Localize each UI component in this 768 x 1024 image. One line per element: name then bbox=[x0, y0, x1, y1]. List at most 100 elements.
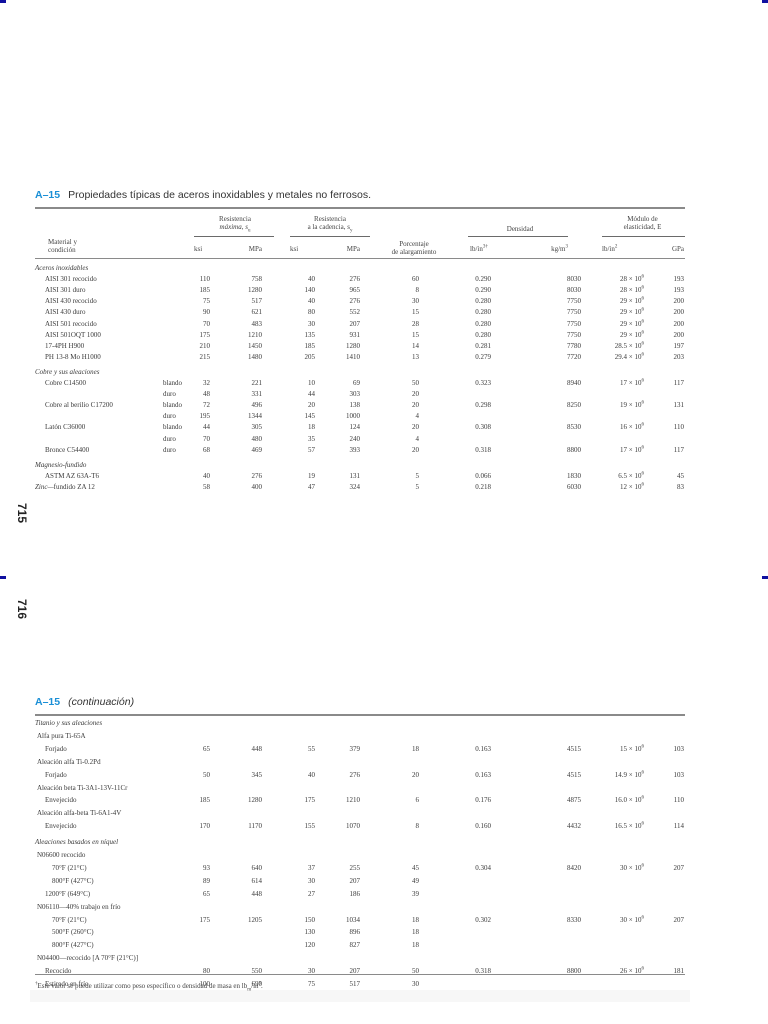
tensile-mpa: 1480 bbox=[248, 352, 262, 361]
yield-ksi: 30 bbox=[308, 319, 315, 328]
yield-ksi: 35 bbox=[308, 434, 315, 443]
header-tensile-text: máxima, s bbox=[219, 223, 248, 231]
density-kg-m3: 8420 bbox=[567, 863, 581, 872]
density-lb-in3: 0.304 bbox=[475, 863, 491, 872]
material-name: 800°F (427°C) bbox=[52, 876, 94, 885]
table-row: 1200°F (649°C) 65 448 27 186 39 bbox=[0, 889, 768, 900]
elongation: 39 bbox=[412, 889, 419, 898]
density-lb-in3: 0.308 bbox=[475, 423, 491, 432]
tensile-mpa: 305 bbox=[251, 423, 263, 432]
header-tensile-line1: Resistencia bbox=[219, 215, 251, 223]
tensile-mpa: 621 bbox=[251, 308, 263, 317]
tensile-mpa: 640 bbox=[251, 863, 263, 872]
condition: duro bbox=[163, 390, 176, 399]
yield-ksi: 135 bbox=[304, 330, 316, 339]
yield-ksi: 150 bbox=[304, 915, 316, 924]
modulus-psi-exponent: 6 bbox=[641, 471, 645, 477]
yield-mpa: 207 bbox=[349, 967, 361, 976]
density-kg-m3: 4515 bbox=[567, 770, 581, 779]
modulus-psi: 16.0 × 106 bbox=[615, 795, 644, 806]
yield-ksi: 205 bbox=[304, 352, 316, 361]
group-header-row: Cobre y sus aleaciones bbox=[0, 367, 768, 378]
yield-mpa: 393 bbox=[349, 445, 361, 454]
modulus-psi-exponent: 6 bbox=[641, 352, 645, 358]
density-kg-m3: 8030 bbox=[567, 286, 581, 295]
density-lb-in3: 0.163 bbox=[475, 770, 491, 779]
modulus-psi: 28.5 × 106 bbox=[615, 341, 644, 352]
modulus-gpa: 110 bbox=[673, 423, 684, 432]
tensile-ksi: 100 bbox=[199, 980, 211, 988]
modulus-gpa: 181 bbox=[673, 967, 685, 976]
tensile-ksi: 70 bbox=[203, 434, 210, 443]
elongation: 20 bbox=[412, 445, 419, 454]
yield-mpa: 276 bbox=[349, 770, 361, 779]
subgroup-row: Aleación alfa Ti-0.2Pd bbox=[0, 757, 768, 768]
density-kg-m3: 7750 bbox=[567, 330, 581, 339]
yield-ksi: 140 bbox=[304, 286, 316, 295]
modulus-psi-exponent: 6 bbox=[641, 863, 645, 869]
modulus-psi-exponent: 6 bbox=[641, 274, 645, 280]
density-lb-in3: 0.280 bbox=[475, 297, 491, 306]
material-name: Envejecido bbox=[45, 796, 77, 805]
elongation: 20 bbox=[412, 770, 419, 779]
material-name: 70°F (21°C) bbox=[52, 863, 87, 872]
modulus-gpa: 207 bbox=[673, 863, 685, 872]
yield-ksi: 44 bbox=[308, 390, 315, 399]
page-shade bbox=[30, 990, 690, 1002]
elongation: 15 bbox=[412, 330, 419, 339]
yield-ksi: 185 bbox=[304, 341, 316, 350]
elongation: 18 bbox=[412, 744, 419, 753]
group-prefix-text: Zinc— bbox=[35, 482, 54, 491]
elongation: 5 bbox=[415, 471, 420, 480]
density-kg-m3: 4875 bbox=[567, 796, 581, 805]
material-name: Latón C36000 bbox=[45, 423, 86, 432]
yield-mpa: 1070 bbox=[346, 822, 360, 831]
subgroup-label: Aleación beta Ti-3A1-13V-11Cr bbox=[37, 783, 128, 792]
density-kg-m3: 8250 bbox=[567, 401, 581, 410]
tensile-mpa: 1170 bbox=[248, 822, 262, 831]
material-name: fundido ZA 12 bbox=[53, 482, 95, 491]
modulus-psi-mantissa: 14.9 × 10 bbox=[614, 770, 642, 779]
tensile-ksi: 44 bbox=[203, 423, 210, 432]
header-modulus-rule bbox=[602, 236, 685, 237]
tensile-ksi: 195 bbox=[199, 412, 211, 421]
material-name: AISI 430 duro bbox=[45, 308, 86, 317]
yield-mpa: 517 bbox=[349, 980, 361, 988]
yield-mpa: 552 bbox=[349, 308, 361, 317]
subgroup-label: Aleación alfa Ti-0.2Pd bbox=[37, 757, 101, 766]
subgroup-label: Aleación alfa-beta Ti-6A1-4V bbox=[37, 809, 122, 818]
tensile-mpa: 221 bbox=[251, 379, 263, 387]
subgroup-label: N04400—recocido [A 70°F (21°C)] bbox=[37, 954, 139, 963]
modulus-psi-exponent: 6 bbox=[641, 330, 645, 336]
modulus-psi-exponent: 6 bbox=[641, 423, 645, 429]
table-row: Forjado 50 345 40 276 20 0.163 4515 103 14.9 × 10… bbox=[0, 770, 768, 781]
table-row: AISI 430 recocido 75 517 40 276 30 0.280 7750 20… bbox=[0, 296, 768, 307]
modulus-psi: 30 × 106 bbox=[620, 863, 644, 874]
modulus-gpa: 200 bbox=[673, 319, 685, 328]
table-row: 17-4PH H900 210 1450 185 1280 14 0.281 7780 197 2… bbox=[0, 341, 768, 352]
header-elongation: Porcentaje de alargamiento bbox=[378, 240, 450, 256]
elongation: 49 bbox=[412, 876, 419, 885]
header-yield-rule bbox=[290, 236, 370, 237]
tensile-ksi: 210 bbox=[199, 341, 211, 350]
elongation: 20 bbox=[412, 423, 419, 432]
unit-mpa-yield: MPa bbox=[346, 245, 360, 253]
unit-lb-in2: lb/in2 bbox=[602, 244, 617, 255]
modulus-psi-mantissa: 28 × 10 bbox=[620, 286, 642, 295]
elongation: 50 bbox=[412, 967, 419, 976]
header-tensile-rule bbox=[194, 236, 274, 237]
tensile-ksi: 32 bbox=[203, 379, 210, 387]
elongation: 60 bbox=[412, 275, 419, 284]
density-kg-m3: 7750 bbox=[567, 319, 581, 328]
table-row: 70°F (21°C) 93 640 37 255 45 0.304 8420 207 30 × … bbox=[0, 863, 768, 874]
tensile-mpa: 1344 bbox=[248, 412, 262, 421]
tensile-mpa: 276 bbox=[251, 471, 263, 480]
table-row: Cobre C14500 blando 32 221 10 69 50 0.323 8940 11… bbox=[0, 378, 768, 389]
modulus-psi-mantissa: 29.4 × 10 bbox=[614, 352, 642, 361]
material-name: Cobre al berilio C17200 bbox=[45, 401, 113, 410]
elongation: 14 bbox=[412, 341, 419, 350]
unit-kg-m3: kg/m3 bbox=[551, 244, 568, 255]
table-row: AISI 301 duro 185 1280 140 965 8 0.290 8030 193 2… bbox=[0, 285, 768, 296]
tensile-ksi: 75 bbox=[203, 297, 210, 306]
modulus-psi: 16 × 106 bbox=[620, 422, 644, 433]
